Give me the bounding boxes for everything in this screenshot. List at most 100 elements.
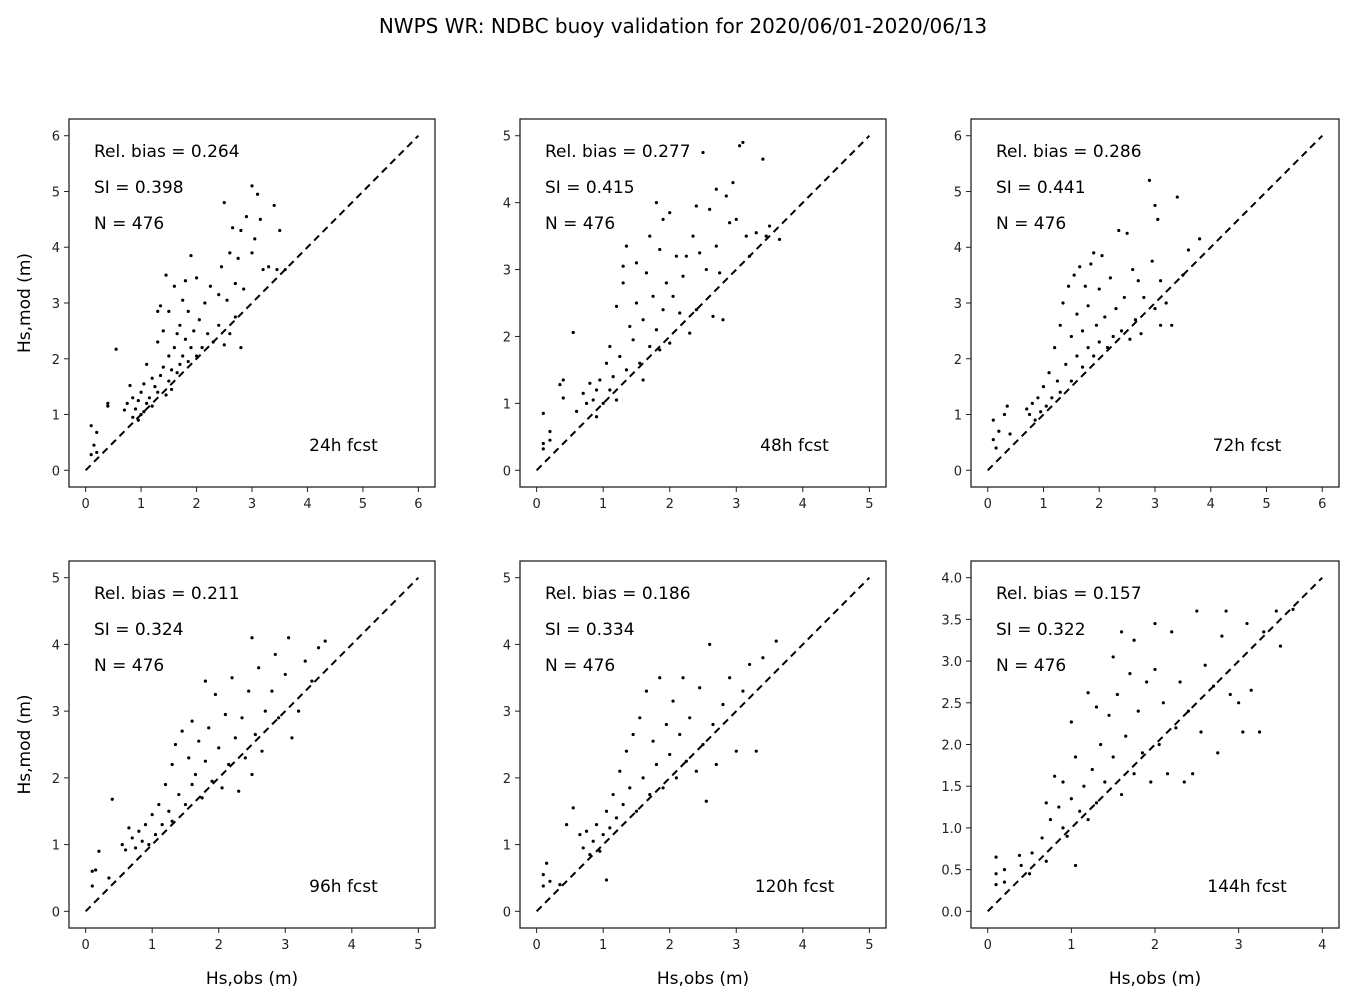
data-point	[624, 244, 629, 248]
data-point	[156, 309, 160, 313]
data-point	[142, 382, 146, 386]
one-to-one-line	[987, 576, 1323, 913]
data-point	[594, 415, 599, 419]
data-point	[203, 679, 208, 683]
data-point	[1142, 295, 1146, 300]
y-tick-label: 5	[52, 572, 60, 587]
data-point	[631, 338, 635, 342]
data-point	[296, 709, 301, 713]
data-point	[233, 315, 237, 319]
data-point	[1086, 304, 1090, 308]
data-point	[1178, 680, 1182, 684]
data-point	[143, 822, 148, 827]
data-point	[1103, 315, 1107, 319]
data-point	[127, 826, 131, 830]
data-point	[1245, 621, 1249, 626]
x-axis-label: Hs,obs (m)	[1109, 969, 1201, 989]
one-to-one-line	[84, 576, 420, 913]
data-point	[158, 304, 163, 308]
y-tick-label: 5	[954, 185, 962, 200]
data-point	[1053, 346, 1057, 350]
data-point	[668, 752, 672, 757]
data-point	[641, 318, 645, 322]
x-tick-label: 5	[1262, 497, 1270, 512]
data-point	[761, 656, 765, 660]
data-point	[192, 329, 196, 333]
data-point	[145, 401, 149, 405]
data-point	[1002, 412, 1007, 417]
data-point	[614, 304, 619, 308]
data-point	[255, 192, 260, 196]
data-point	[114, 347, 118, 351]
data-point	[140, 839, 144, 843]
data-point	[688, 331, 692, 335]
y-tick-label: 1.5	[941, 780, 962, 795]
data-point	[1140, 751, 1145, 755]
data-point	[1224, 609, 1228, 613]
data-point	[1073, 755, 1078, 759]
x-tick-label: 0	[984, 938, 992, 953]
rel-bias-label: Rel. bias = 0.286	[996, 142, 1142, 162]
data-point	[658, 247, 662, 252]
data-point	[97, 849, 101, 853]
x-tick-label: 2	[215, 938, 223, 953]
data-point	[156, 390, 160, 394]
y-tick-label: 5	[503, 572, 511, 587]
y-tick-label: 3	[503, 264, 511, 279]
data-point	[244, 214, 249, 219]
data-point	[253, 732, 257, 737]
x-tick-label: 1	[599, 938, 607, 953]
data-point	[658, 676, 662, 680]
data-point	[668, 341, 672, 345]
y-tick-label: 0	[52, 905, 60, 920]
data-point	[230, 226, 235, 230]
x-tick-label: 0	[984, 497, 992, 512]
data-point	[208, 284, 213, 288]
y-tick-label: 0	[52, 464, 60, 479]
data-point	[708, 642, 712, 647]
x-tick-label: 2	[192, 497, 200, 512]
data-point	[608, 388, 612, 392]
data-point	[1092, 354, 1096, 358]
data-point	[628, 786, 632, 790]
data-point	[621, 281, 625, 285]
data-point	[1057, 805, 1061, 809]
data-point	[94, 868, 98, 872]
y-tick-label: 4	[503, 638, 511, 653]
x-tick-label: 1	[1067, 938, 1075, 953]
data-point	[122, 408, 127, 412]
si-label: SI = 0.324	[94, 620, 184, 640]
data-point	[1086, 346, 1090, 350]
data-point	[283, 267, 287, 272]
data-point	[233, 281, 237, 286]
x-tick-label: 1	[137, 497, 145, 512]
data-point	[714, 187, 718, 191]
x-tick-label: 2	[1095, 497, 1103, 512]
x-tick-label: 4	[1207, 497, 1215, 512]
data-point	[150, 404, 154, 408]
data-point	[598, 849, 602, 853]
data-point	[110, 797, 114, 801]
data-point	[178, 323, 182, 327]
data-point	[267, 265, 271, 269]
data-point	[1078, 265, 1082, 269]
data-point	[1175, 195, 1179, 199]
data-point	[106, 404, 110, 408]
data-point	[167, 354, 171, 358]
data-point	[741, 689, 745, 693]
data-point	[133, 407, 138, 411]
data-point	[1044, 801, 1048, 805]
x-tick-label: 1	[599, 497, 607, 512]
data-point	[183, 802, 188, 807]
y-tick-label: 2.5	[941, 697, 962, 712]
data-point	[704, 799, 708, 803]
data-point	[1161, 701, 1165, 705]
data-point	[150, 376, 154, 380]
x-tick-label: 0	[81, 938, 89, 953]
data-point	[708, 207, 712, 211]
data-point	[594, 822, 599, 827]
si-label: SI = 0.334	[545, 620, 635, 640]
data-point	[548, 429, 552, 434]
y-tick-label: 2	[503, 330, 511, 345]
data-point	[994, 855, 998, 859]
